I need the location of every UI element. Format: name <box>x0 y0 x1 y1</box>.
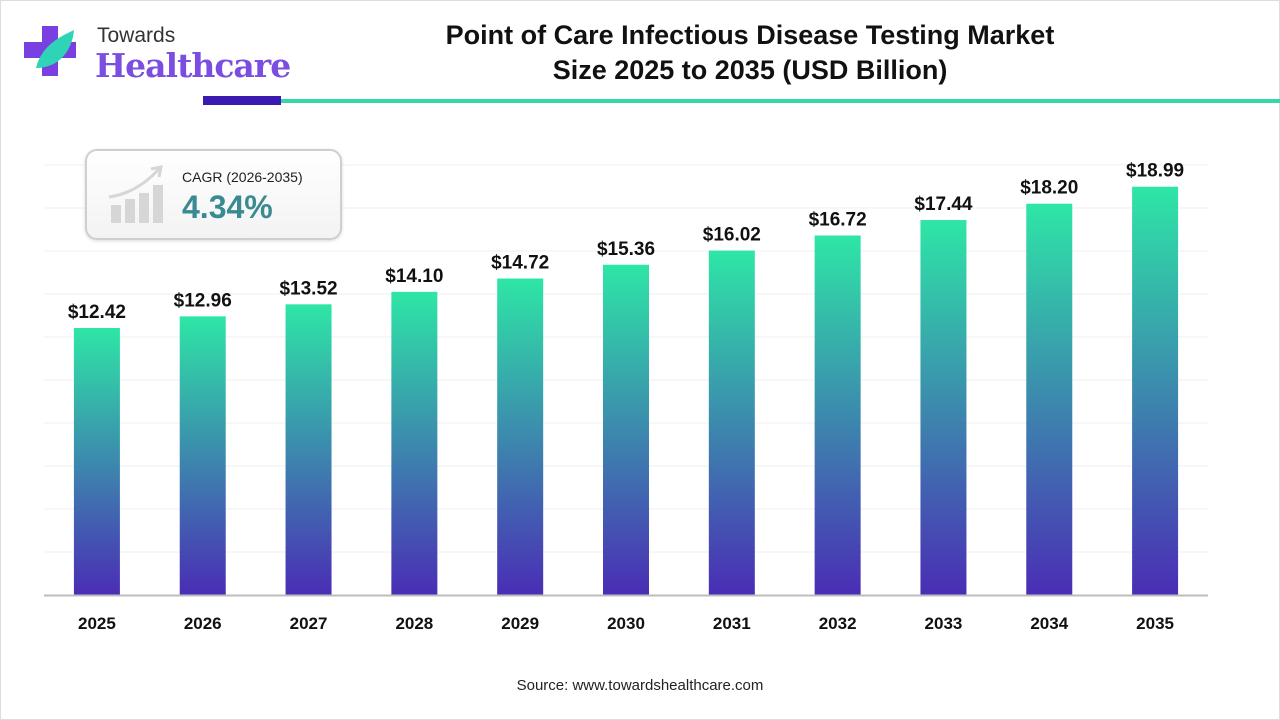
chart-title: Point of Care Infectious Disease Testing… <box>340 18 1160 88</box>
x-tick-label-2035: 2035 <box>1136 614 1174 633</box>
x-tick-label-2034: 2034 <box>1030 614 1068 633</box>
source-note: Source: www.towardshealthcare.com <box>516 677 764 694</box>
data-label-2029: $14.72 <box>491 253 549 274</box>
logo-text-towards: Towards <box>97 24 176 47</box>
data-label-2030: $15.36 <box>597 239 655 260</box>
bar-2026 <box>179 316 226 595</box>
x-tick-label-2029: 2029 <box>501 614 539 633</box>
bar-2030 <box>603 264 649 595</box>
data-label-2028: $14.10 <box>385 266 443 287</box>
bar-2027 <box>285 304 332 595</box>
data-label-2027: $13.52 <box>279 278 337 299</box>
x-tick-label-2026: 2026 <box>184 614 222 633</box>
title-underline-teal <box>281 99 1280 103</box>
data-label-2031: $16.02 <box>703 225 761 246</box>
x-tick-label-2028: 2028 <box>395 614 433 633</box>
data-label-2033: $17.44 <box>914 194 973 215</box>
cagr-label: CAGR (2026-2035) <box>182 169 303 185</box>
medical-cross-leaf-icon <box>24 26 76 76</box>
chart-title-line2: Size 2025 to 2035 (USD Billion) <box>552 55 948 85</box>
cagr-box: CAGR (2026-2035) 4.34% <box>85 149 342 240</box>
bar-2035 <box>1132 186 1179 595</box>
x-tick-label-2031: 2031 <box>713 614 751 633</box>
data-label-2025: $12.42 <box>68 302 126 323</box>
x-tick-label-2030: 2030 <box>607 614 645 633</box>
bar-2033 <box>920 220 967 596</box>
bar-2029 <box>497 278 544 595</box>
chart-title-line1: Point of Care Infectious Disease Testing… <box>445 20 1055 50</box>
bar-2031 <box>708 250 755 595</box>
logo-text-healthcare: Healthcare <box>95 46 291 85</box>
x-tick-label-2025: 2025 <box>78 614 116 633</box>
x-tick-label-2033: 2033 <box>925 614 963 633</box>
growth-chart-icon <box>108 165 163 223</box>
bar-2032 <box>814 235 861 595</box>
bar-2028 <box>391 291 438 595</box>
data-label-2035: $18.99 <box>1126 161 1184 182</box>
x-tick-label-2032: 2032 <box>819 614 857 633</box>
data-label-2026: $12.96 <box>174 290 232 311</box>
data-label-2032: $16.72 <box>809 210 867 231</box>
towards-healthcare-logo: Towards Healthcare <box>22 22 291 85</box>
cagr-value: 4.34% <box>182 189 273 225</box>
x-tick-label-2027: 2027 <box>290 614 328 633</box>
bar-2034 <box>1026 203 1073 595</box>
data-label-2034: $18.20 <box>1020 178 1078 199</box>
bar-2025 <box>73 327 120 595</box>
title-underline-dark <box>203 96 281 105</box>
